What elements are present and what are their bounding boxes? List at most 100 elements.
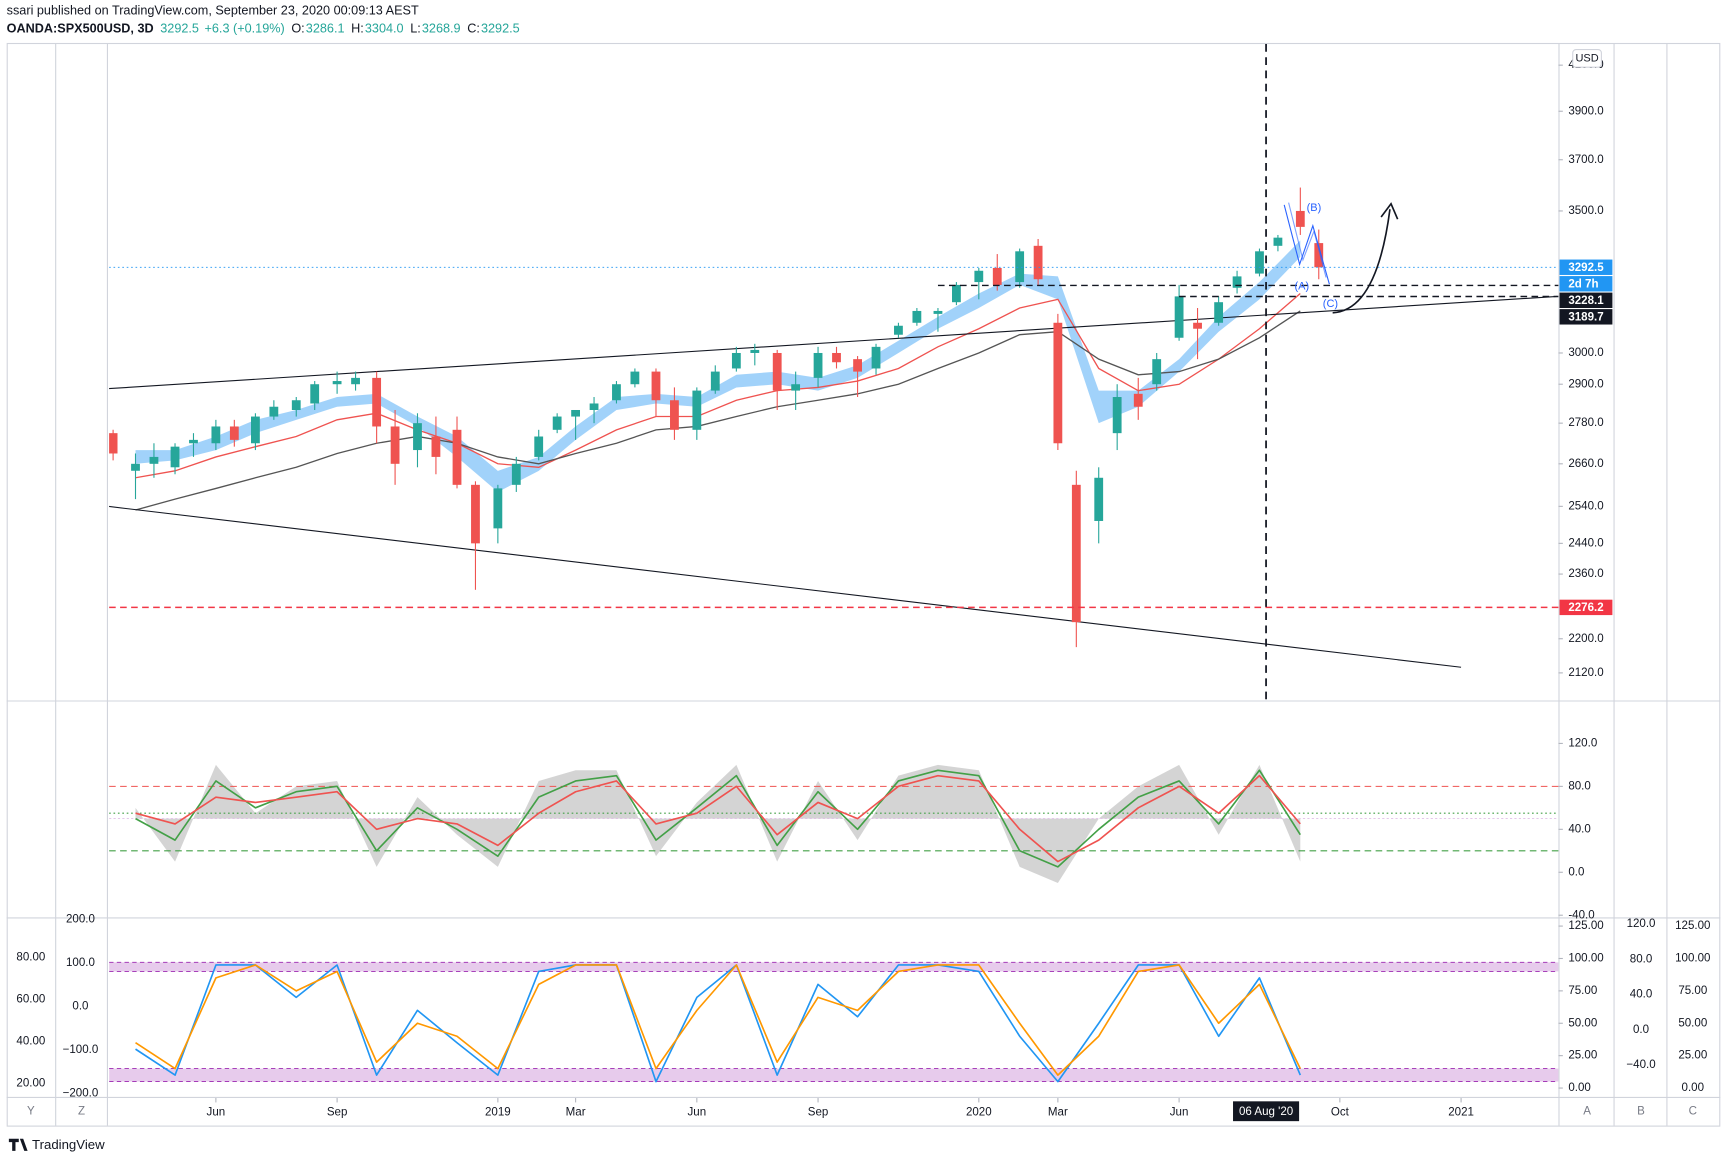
- price-label: 3292.5: [1568, 262, 1604, 274]
- y-tick-label: 25.00: [1678, 1050, 1707, 1062]
- stochastic-pane: [109, 961, 1559, 1083]
- candle-body: [974, 270, 984, 283]
- y-tick-label: 20.00: [16, 1077, 45, 1089]
- price-label-box: [1559, 309, 1613, 325]
- x-tick-label: Sep: [327, 1106, 348, 1118]
- y-tick-label: 2440.0: [1568, 537, 1603, 549]
- change: +6.3 (+0.19%): [205, 22, 285, 36]
- ohlc-value: 3268.9: [422, 22, 461, 36]
- wave-label: (A): [1294, 280, 1309, 292]
- y-tick-label: 25.00: [1568, 1050, 1597, 1062]
- ohlc-key: L:: [410, 22, 421, 36]
- y-tick-label: 100.00: [1675, 953, 1710, 965]
- candle-body: [229, 426, 239, 440]
- x-tick-label: Mar: [566, 1106, 586, 1118]
- candle-body: [912, 310, 922, 323]
- x-tick-label: Mar: [1048, 1106, 1068, 1118]
- candle-body: [571, 409, 581, 417]
- symbol-line: OANDA:SPX500USD, 3D 3292.5 +6.3 (+0.19%) O:…: [7, 22, 520, 36]
- y-tick-label: 40.0: [1630, 989, 1652, 1001]
- y-tick-label: 0.00: [1682, 1082, 1704, 1094]
- wave-line: [1283, 204, 1330, 285]
- candle-body: [1112, 397, 1122, 434]
- brand: TradingView: [32, 1137, 105, 1152]
- candle-body: [651, 371, 661, 401]
- candle-body: [1214, 302, 1224, 323]
- y-tick-label: 40.0: [1568, 823, 1590, 835]
- y-tick-label: 2360.0: [1568, 568, 1603, 580]
- y-tick-label: 0.0: [72, 1001, 88, 1013]
- trendline: [109, 295, 1558, 390]
- price-label-box: [1559, 292, 1613, 309]
- histogram-area: [135, 764, 1301, 884]
- y-tick-label: −40.0: [1626, 1059, 1655, 1071]
- price-label-box: [1559, 259, 1613, 275]
- y-tick-label: 2200.0: [1568, 633, 1603, 645]
- candle-body: [871, 346, 881, 369]
- y-tick-label: 2120.0: [1568, 667, 1603, 679]
- y-tick-label: 50.00: [1568, 1017, 1597, 1029]
- wave-label: (B): [1307, 202, 1322, 214]
- y-tick-label: −100.0: [63, 1044, 99, 1056]
- y-tick-label: 120.0: [1568, 737, 1597, 749]
- candle-body: [1094, 477, 1104, 521]
- toolbar-button[interactable]: B: [1637, 1105, 1645, 1117]
- ohlc-key: O:: [291, 22, 304, 36]
- candle-body: [692, 390, 702, 430]
- candle-body: [933, 310, 943, 314]
- candle-body: [269, 406, 279, 417]
- countdown-label: 2d 7h: [1568, 278, 1598, 290]
- candle-body: [853, 359, 862, 372]
- toolbar-button[interactable]: Y: [27, 1105, 35, 1117]
- candle-body: [251, 416, 260, 444]
- y-tick-label: 50.00: [1678, 1017, 1707, 1029]
- candle-body: [670, 400, 679, 430]
- candle-body: [1273, 237, 1283, 246]
- toolbar-button[interactable]: C: [1689, 1105, 1697, 1117]
- y-tick-label: 2540.0: [1568, 500, 1603, 512]
- price-pane: [109, 44, 1559, 700]
- toolbar-button[interactable]: A: [1583, 1105, 1591, 1117]
- band: [109, 962, 1559, 972]
- y-tick-label: 125.00: [1675, 920, 1710, 932]
- series-line: [135, 774, 1301, 863]
- y-tick-label: 3900.0: [1568, 105, 1603, 117]
- frames: [6, 42, 1721, 1127]
- price-label: 3189.7: [1568, 311, 1603, 323]
- oscillator-pane: [109, 764, 1559, 884]
- candle-body: [149, 456, 159, 464]
- y-tick-label: 2780.0: [1568, 417, 1603, 429]
- x-tick-label: 2021: [1448, 1106, 1474, 1118]
- candle-body: [351, 377, 360, 385]
- toolbar-button[interactable]: Z: [78, 1105, 85, 1117]
- candle-body: [813, 352, 823, 378]
- outer-frame: [6, 42, 1721, 1127]
- arrow-head: [1380, 202, 1399, 220]
- date-marker-label: 06 Aug '20: [1239, 1106, 1293, 1118]
- x-tick-label: Jun: [1170, 1106, 1189, 1118]
- ohlc-key: C:: [467, 22, 480, 36]
- currency-label: USD: [1575, 52, 1598, 64]
- candle-body: [992, 267, 1002, 285]
- candle-body: [1295, 210, 1305, 227]
- candle-body: [612, 384, 621, 401]
- candle-body: [1314, 243, 1324, 268]
- currency-button[interactable]: [1572, 49, 1602, 68]
- ohlc-value: 3304.0: [365, 22, 404, 36]
- date-marker-box: [1233, 1101, 1300, 1122]
- candle-body: [1255, 251, 1264, 274]
- y-tick-label: 60.00: [16, 993, 45, 1005]
- candle-body: [431, 436, 441, 457]
- trendline: [109, 505, 1462, 668]
- ohlc-key: H:: [351, 22, 364, 36]
- x-tick-label: Jun: [207, 1106, 226, 1118]
- candle-body: [772, 352, 782, 391]
- candle-body: [189, 439, 198, 444]
- candle-body: [1133, 393, 1143, 407]
- wave-drawing: (B) (A) (C): [1283, 202, 1399, 314]
- projection-arrow: [1332, 209, 1391, 314]
- candle-body: [1174, 296, 1184, 338]
